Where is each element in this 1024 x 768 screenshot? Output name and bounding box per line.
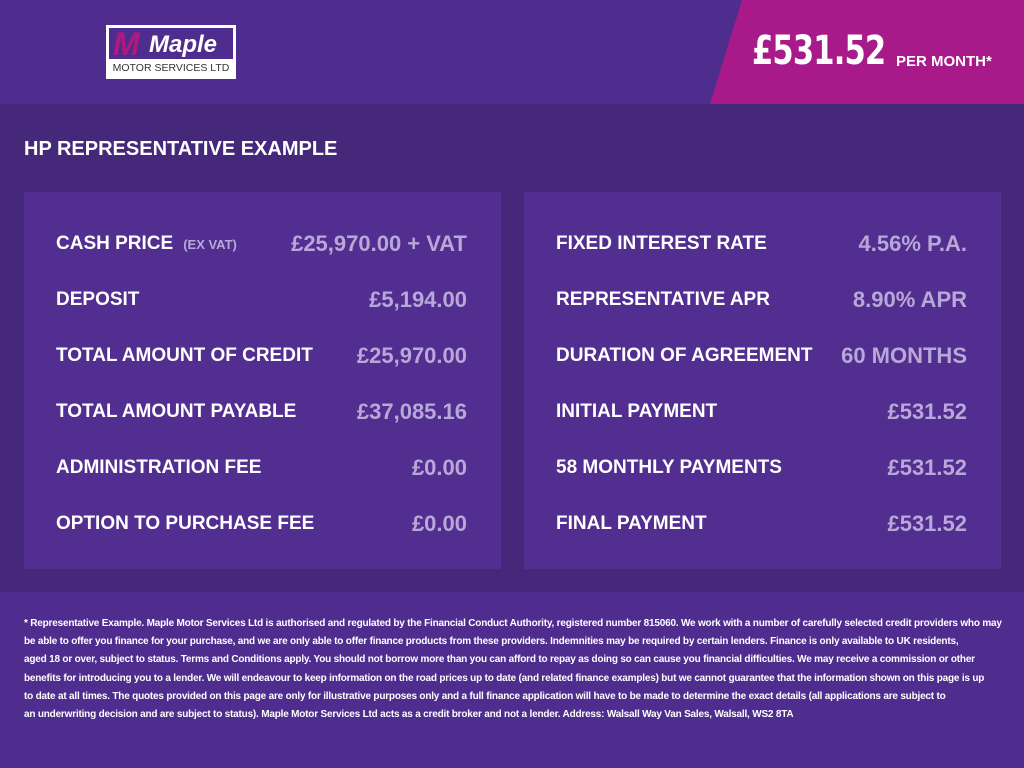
row-label-text: CASH PRICE [56,233,174,254]
disclaimer: * Representative Example. Maple Motor Se… [24,615,1002,724]
disclaimer-line: benefits for introducing you to a lender… [24,672,985,684]
finance-row: FIXED INTEREST RATE 4.56% P.A. [556,229,967,259]
disclaimer-line: * Representative Example. Maple Motor Se… [24,618,1002,629]
row-value: £0.00 [411,455,467,480]
row-value: £531.52 [887,399,967,424]
finance-panel-left: CASH PRICE (EX VAT) £25,970.00 + VAT DEPOSI… [24,192,501,569]
finance-row: OPTION TO PURCHASE FEE £0.00 [56,509,467,539]
finance-row: INITIAL PAYMENT £531.52 [556,397,967,427]
row-label: CASH PRICE (EX VAT) [56,233,237,255]
finance-row: 58 MONTHLY PAYMENTS £531.52 [556,453,967,483]
finance-row: REPRESENTATIVE APR 8.90% APR [556,285,967,315]
row-label-text: ADMINISTRATION FEE [56,457,262,478]
monthly-price: £531.52 [752,28,886,74]
row-value: 60 MONTHS [841,343,967,368]
row-label-text: TOTAL AMOUNT OF CREDIT [56,345,313,366]
disclaimer-line: an underwriting decision and are subject… [24,709,794,721]
row-value: £0.00 [411,511,467,536]
finance-panel-right: FIXED INTEREST RATE 4.56% P.A. REPRESENTAT… [524,192,1001,569]
row-value: £25,970.00 + VAT [291,231,467,256]
finance-row: TOTAL AMOUNT PAYABLE £37,085.16 [56,397,467,427]
finance-row: TOTAL AMOUNT OF CREDIT £25,970.00 [56,341,467,371]
disclaimer-line: to date at all times. The quotes provide… [24,690,946,702]
row-label: OPTION TO PURCHASE FEE [56,513,314,535]
row-label-text: DEPOSIT [56,289,140,310]
row-label: FINAL PAYMENT [556,513,707,535]
row-label: ADMINISTRATION FEE [56,457,261,479]
price-banner [710,0,1024,104]
disclaimer-line: aged 18 or over, subject to status. Term… [24,654,975,666]
row-sublabel: (EX VAT) [183,237,237,252]
row-label: REPRESENTATIVE APR [556,289,770,311]
row-value: £25,970.00 [356,343,467,368]
row-label-text: FINAL PAYMENT [556,513,707,534]
row-label-text: FIXED INTEREST RATE [556,233,767,254]
row-value: 8.90% APR [852,287,967,312]
per-month-label: PER MONTH* [896,53,992,70]
row-value: £531.52 [887,511,967,536]
row-label-text: INITIAL PAYMENT [556,401,718,422]
row-label: INITIAL PAYMENT [556,401,717,423]
row-value: £531.52 [887,455,967,480]
row-label-text: TOTAL AMOUNT PAYABLE [56,401,297,422]
row-label: DEPOSIT [56,289,139,311]
row-label-text: REPRESENTATIVE APR [556,289,770,310]
row-value: £5,194.00 [369,287,467,312]
row-label: FIXED INTEREST RATE [556,233,767,255]
row-label-text: 58 MONTHLY PAYMENTS [556,457,782,478]
logo-subtitle: MOTOR SERVICES LTD [112,62,230,74]
row-label: TOTAL AMOUNT PAYABLE [56,401,296,423]
row-label: TOTAL AMOUNT OF CREDIT [56,345,313,367]
finance-row: DEPOSIT £5,194.00 [56,285,467,315]
logo-mark: M [113,26,140,62]
row-label: 58 MONTHLY PAYMENTS [556,457,782,479]
finance-row: CASH PRICE (EX VAT) £25,970.00 + VAT [56,229,467,259]
section-title: HP REPRESENTATIVE EXAMPLE [24,138,338,160]
row-value: 4.56% P.A. [858,231,967,256]
row-label: DURATION OF AGREEMENT [556,345,813,367]
maple-logo[interactable]: M Maple MOTOR SERVICES LTD [106,25,236,79]
logo-name: Maple [149,31,218,58]
disclaimer-line: be able to offer you finance for your pu… [24,636,959,648]
finance-row: ADMINISTRATION FEE £0.00 [56,453,467,483]
finance-row: DURATION OF AGREEMENT 60 MONTHS [556,341,967,371]
finance-row: FINAL PAYMENT £531.52 [556,509,967,539]
row-value: £37,085.16 [356,399,467,424]
row-label-text: DURATION OF AGREEMENT [556,345,813,366]
row-label-text: OPTION TO PURCHASE FEE [56,513,315,534]
